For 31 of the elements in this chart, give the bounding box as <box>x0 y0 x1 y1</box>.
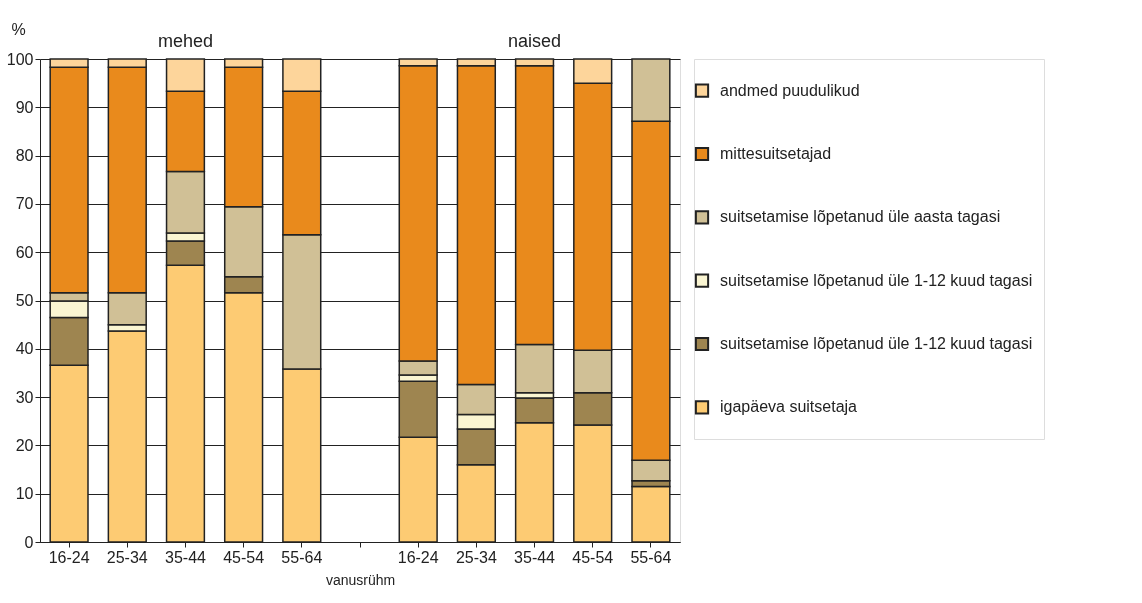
legend-label: suitsetamise lõpetanud üle 1-12 kuud tagasi <box>720 335 1033 352</box>
y-tick-label: 0 <box>24 533 34 551</box>
legend-label: suitsetamise lõpetanud üle 1-12 kuud tagasi <box>720 271 1033 289</box>
x-tick-label: 35-44 <box>164 548 207 566</box>
x-axis-title: vanusrühm <box>325 571 396 588</box>
x-tick-label: 55-64 <box>281 548 323 566</box>
x-tick-label: 35-44 <box>514 548 556 566</box>
x-tick-label: 16-24 <box>397 548 439 566</box>
y-tick-label: 30 <box>15 388 34 406</box>
y-tick-label: 90 <box>15 98 34 116</box>
text: mehed <box>157 31 213 51</box>
legend-label: mittesuitsetajad <box>720 145 832 162</box>
y-tick-label: 70 <box>15 195 34 213</box>
x-tick-label: 45-54 <box>572 548 614 566</box>
y-tick-label: 20 <box>15 436 34 454</box>
x-tick-label: 25-34 <box>455 548 497 566</box>
y-tick-label: 80 <box>15 147 34 165</box>
legend-label: suitsetamise lõpetanud üle aasta tagasi <box>720 208 1001 226</box>
x-tick-label: 25-34 <box>106 548 148 566</box>
text: naised <box>508 31 562 51</box>
y-tick-label: 50 <box>15 292 34 309</box>
legend-label: andmed puudulikud <box>720 81 860 99</box>
x-tick-label: 55-64 <box>630 548 672 566</box>
y-tick-label: 10 <box>15 485 34 503</box>
y-axis-title: % <box>11 20 26 38</box>
x-tick-label: 16-24 <box>48 548 90 566</box>
y-tick-label: 60 <box>15 243 34 261</box>
y-tick-label: 40 <box>15 340 34 358</box>
y-tick-label: 100 <box>6 50 34 68</box>
legend-label: igapäeva suitsetaja <box>720 398 858 416</box>
x-tick-label: 45-54 <box>223 548 265 566</box>
